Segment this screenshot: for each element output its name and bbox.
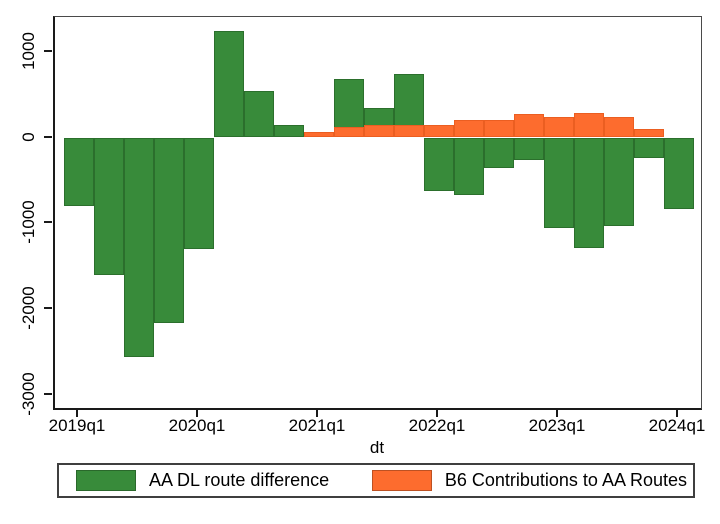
bar-orange-2022q4 [514,114,544,138]
bar-orange-2022q2 [454,120,484,138]
x-tick-label-2019q1: 2019q1 [48,416,106,435]
x-tick-label-2020q1: 2020q1 [168,416,226,435]
legend-item-green: AA DL route difference [76,470,329,491]
plot-area [53,16,702,410]
green-series-swatch [76,470,136,491]
bar-green-2019q4 [154,137,184,323]
y-tick-label-0: 0 [19,131,38,142]
bar-green-2019q2 [94,137,124,275]
y-tick-label--3000: -3000 [19,371,38,416]
bar-green-2020q4 [274,125,304,138]
x-tick-2023q1 [556,410,558,417]
bar-orange-2021q1 [304,131,334,138]
bar-green-2019q1 [64,137,94,207]
legend-label-orange: B6 Contributions to AA Routes [444,470,687,490]
bar-green-2023q3 [604,137,634,226]
x-tick-2019q1 [76,410,78,417]
bar-orange-2021q4 [394,125,424,138]
y-tick-label-1000: 1000 [19,31,38,70]
x-tick-2021q1 [316,410,318,417]
legend-label-green: AA DL route difference [149,470,330,490]
bar-orange-2021q2 [334,126,364,138]
bar-orange-2022q1 [424,124,454,138]
bar-green-2023q1 [544,137,574,229]
bar-green-2022q2 [454,137,484,196]
bar-orange-2022q3 [484,120,514,138]
bar-green-2022q3 [484,137,514,169]
bar-green-2023q4 [634,137,664,158]
bar-orange-2023q4 [634,128,664,138]
x-tick-label-2024q1: 2024q1 [648,416,706,435]
bar-green-2019q3 [124,137,154,357]
legend-item-orange: B6 Contributions to AA Routes [371,470,687,491]
bar-orange-2021q3 [364,125,394,138]
x-tick-label-2022q1: 2022q1 [408,416,466,435]
x-tick-2024q1 [676,410,678,417]
y-tick-label--2000: -2000 [19,286,38,330]
legend: AA DL route difference B6 Contributions … [57,463,695,498]
bar-green-2022q1 [424,137,454,191]
bar-orange-2023q1 [544,116,574,138]
y-tick-1000 [44,49,52,52]
y-tick--3000 [44,392,52,395]
y-tick-label--1000: -1000 [19,200,38,244]
x-tick-2020q1 [196,410,198,417]
y-tick--1000 [44,221,52,224]
bar-green-2020q2 [214,31,244,138]
bar-green-2023q2 [574,137,604,248]
bar-green-2020q1 [184,137,214,249]
x-tick-2022q1 [436,410,438,417]
bar-orange-2023q2 [574,112,604,138]
orange-series-swatch [371,470,432,491]
x-tick-label-2021q1: 2021q1 [288,416,346,435]
bar-green-2024q1 [664,137,694,209]
bar-green-2022q4 [514,137,544,161]
x-axis-title: dt [369,438,385,457]
bar-green-2020q3 [244,91,274,138]
bar-orange-2023q3 [604,116,634,138]
y-tick-0 [44,135,52,138]
x-tick-label-2023q1: 2023q1 [528,416,586,435]
y-tick--2000 [44,306,52,309]
